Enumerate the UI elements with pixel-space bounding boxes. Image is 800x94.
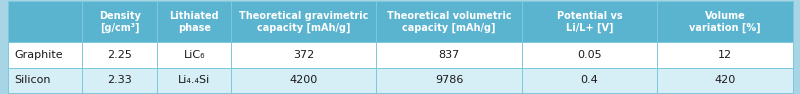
Bar (157, 42, 231, 68)
Text: Lithiated
phase: Lithiated phase (170, 11, 219, 33)
Text: 2.33: 2.33 (107, 75, 132, 85)
Text: Theoretical volumetric
capacity [mAh/g]: Theoretical volumetric capacity [mAh/g] (386, 11, 511, 33)
Bar (377, 42, 522, 68)
Bar (522, 42, 657, 68)
Bar (82, 68, 157, 93)
Text: 0.4: 0.4 (581, 75, 598, 85)
Bar (522, 1, 657, 42)
Bar (377, 1, 522, 42)
Bar (231, 68, 377, 93)
Text: 4200: 4200 (290, 75, 318, 85)
Bar (82, 42, 157, 68)
Bar (657, 68, 793, 93)
Bar (8, 42, 82, 68)
Bar (157, 68, 231, 93)
Text: Volume
variation [%]: Volume variation [%] (689, 11, 761, 33)
Bar (82, 1, 157, 42)
Bar (657, 42, 793, 68)
Text: 372: 372 (294, 50, 314, 60)
Text: 837: 837 (438, 50, 460, 60)
Bar (377, 68, 522, 93)
Text: Potential vs
Li/L+ [V]: Potential vs Li/L+ [V] (557, 11, 622, 33)
Text: 420: 420 (714, 75, 735, 85)
Text: 9786: 9786 (435, 75, 463, 85)
Bar (231, 1, 377, 42)
Bar (522, 68, 657, 93)
Text: Silicon: Silicon (14, 75, 50, 85)
Bar (157, 1, 231, 42)
Text: 0.05: 0.05 (577, 50, 602, 60)
Text: Density
[g/cm³]: Density [g/cm³] (98, 11, 141, 33)
Text: 12: 12 (718, 50, 732, 60)
Text: 2.25: 2.25 (107, 50, 132, 60)
Bar (8, 68, 82, 93)
Text: Theoretical gravimetric
capacity [mAh/g]: Theoretical gravimetric capacity [mAh/g] (239, 11, 369, 33)
Text: LiC₆: LiC₆ (183, 50, 205, 60)
Bar (231, 42, 377, 68)
Text: Li₄.₄Si: Li₄.₄Si (178, 75, 210, 85)
Text: Graphite: Graphite (14, 50, 63, 60)
Bar (8, 1, 82, 42)
Bar (657, 1, 793, 42)
